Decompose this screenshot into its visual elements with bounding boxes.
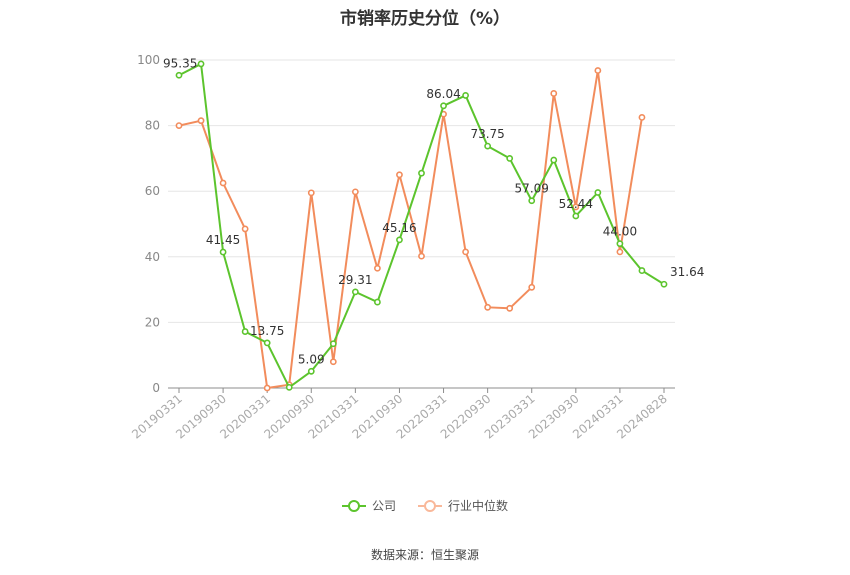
data-point <box>528 283 536 291</box>
data-point <box>484 142 492 150</box>
line-chart: 0204060801002019033120190930202003312020… <box>129 53 704 442</box>
data-point <box>594 189 602 196</box>
y-tick-label: 20 <box>145 315 160 329</box>
y-tick-label: 80 <box>145 119 160 133</box>
data-point <box>616 248 624 256</box>
y-tick-label: 0 <box>152 381 160 395</box>
data-point <box>418 252 425 260</box>
data-point <box>638 114 646 121</box>
data-point <box>219 248 227 256</box>
data-point <box>285 383 293 391</box>
y-tick-label: 40 <box>145 250 160 264</box>
data-label: 52.44 <box>559 197 593 211</box>
data-label: 95.35 <box>163 56 197 70</box>
data-point <box>396 171 403 179</box>
legend-swatch-company-icon <box>341 499 366 513</box>
data-point <box>484 303 492 311</box>
data-point <box>638 267 646 274</box>
data-point <box>307 189 315 197</box>
legend: 公司 行业中位数 <box>0 497 850 514</box>
data-point <box>241 225 249 233</box>
data-point <box>329 340 337 348</box>
data-label: 29.31 <box>338 273 372 287</box>
legend-label-industry-median: 行业中位数 <box>448 499 509 513</box>
data-label: 41.45 <box>206 233 240 247</box>
series-company <box>175 60 668 391</box>
data-point <box>396 236 403 244</box>
data-point <box>572 212 580 220</box>
data-source: 数据来源：恒生聚源 <box>370 548 479 562</box>
data-labels: 95.35 41.45 13.75 5.09 29.31 45.16 86.04 73.75 5… <box>163 56 704 366</box>
legend-item-industry-median[interactable]: 行业中位数 <box>418 497 508 514</box>
data-label: 31.64 <box>670 265 704 279</box>
data-point <box>351 188 359 196</box>
data-label: 73.75 <box>470 127 504 141</box>
data-label: 5.09 <box>298 352 325 366</box>
data-point <box>616 240 624 248</box>
data-point <box>374 298 381 306</box>
legend-item-company[interactable]: 公司 <box>341 497 396 514</box>
data-point <box>197 60 205 68</box>
data-label: 86.04 <box>426 87 460 101</box>
y-tick-label: 60 <box>145 184 160 198</box>
data-point <box>307 367 315 375</box>
data-point <box>550 156 558 164</box>
data-point <box>175 122 183 129</box>
series-lines <box>175 60 668 392</box>
data-point <box>263 384 271 392</box>
data-point <box>440 102 447 110</box>
data-label: 57.09 <box>515 182 549 196</box>
legend-label-company: 公司 <box>371 499 396 513</box>
data-point <box>462 248 469 256</box>
data-point <box>506 304 514 312</box>
data-point <box>660 280 668 288</box>
data-label: 44.00 <box>603 225 637 239</box>
data-point <box>550 90 558 97</box>
series-line <box>178 69 643 389</box>
data-point <box>506 154 514 162</box>
axes: 0204060801002019033120190930202003312020… <box>129 53 675 442</box>
data-point <box>418 169 425 177</box>
legend-swatch-industry-icon <box>418 499 442 513</box>
data-label: 13.75 <box>250 324 284 338</box>
data-point <box>594 67 602 74</box>
data-point <box>263 339 271 347</box>
data-point <box>219 179 227 187</box>
data-point <box>351 288 359 296</box>
data-point <box>374 264 381 272</box>
y-tick-label: 100 <box>137 53 160 67</box>
data-point <box>175 71 183 79</box>
data-point <box>462 92 469 99</box>
chart-title: 市销率历史分位（%） <box>339 9 511 29</box>
data-point <box>241 328 249 335</box>
data-point <box>528 197 536 205</box>
data-point <box>329 358 337 366</box>
data-point <box>197 117 205 125</box>
data-label: 45.16 <box>382 221 416 235</box>
